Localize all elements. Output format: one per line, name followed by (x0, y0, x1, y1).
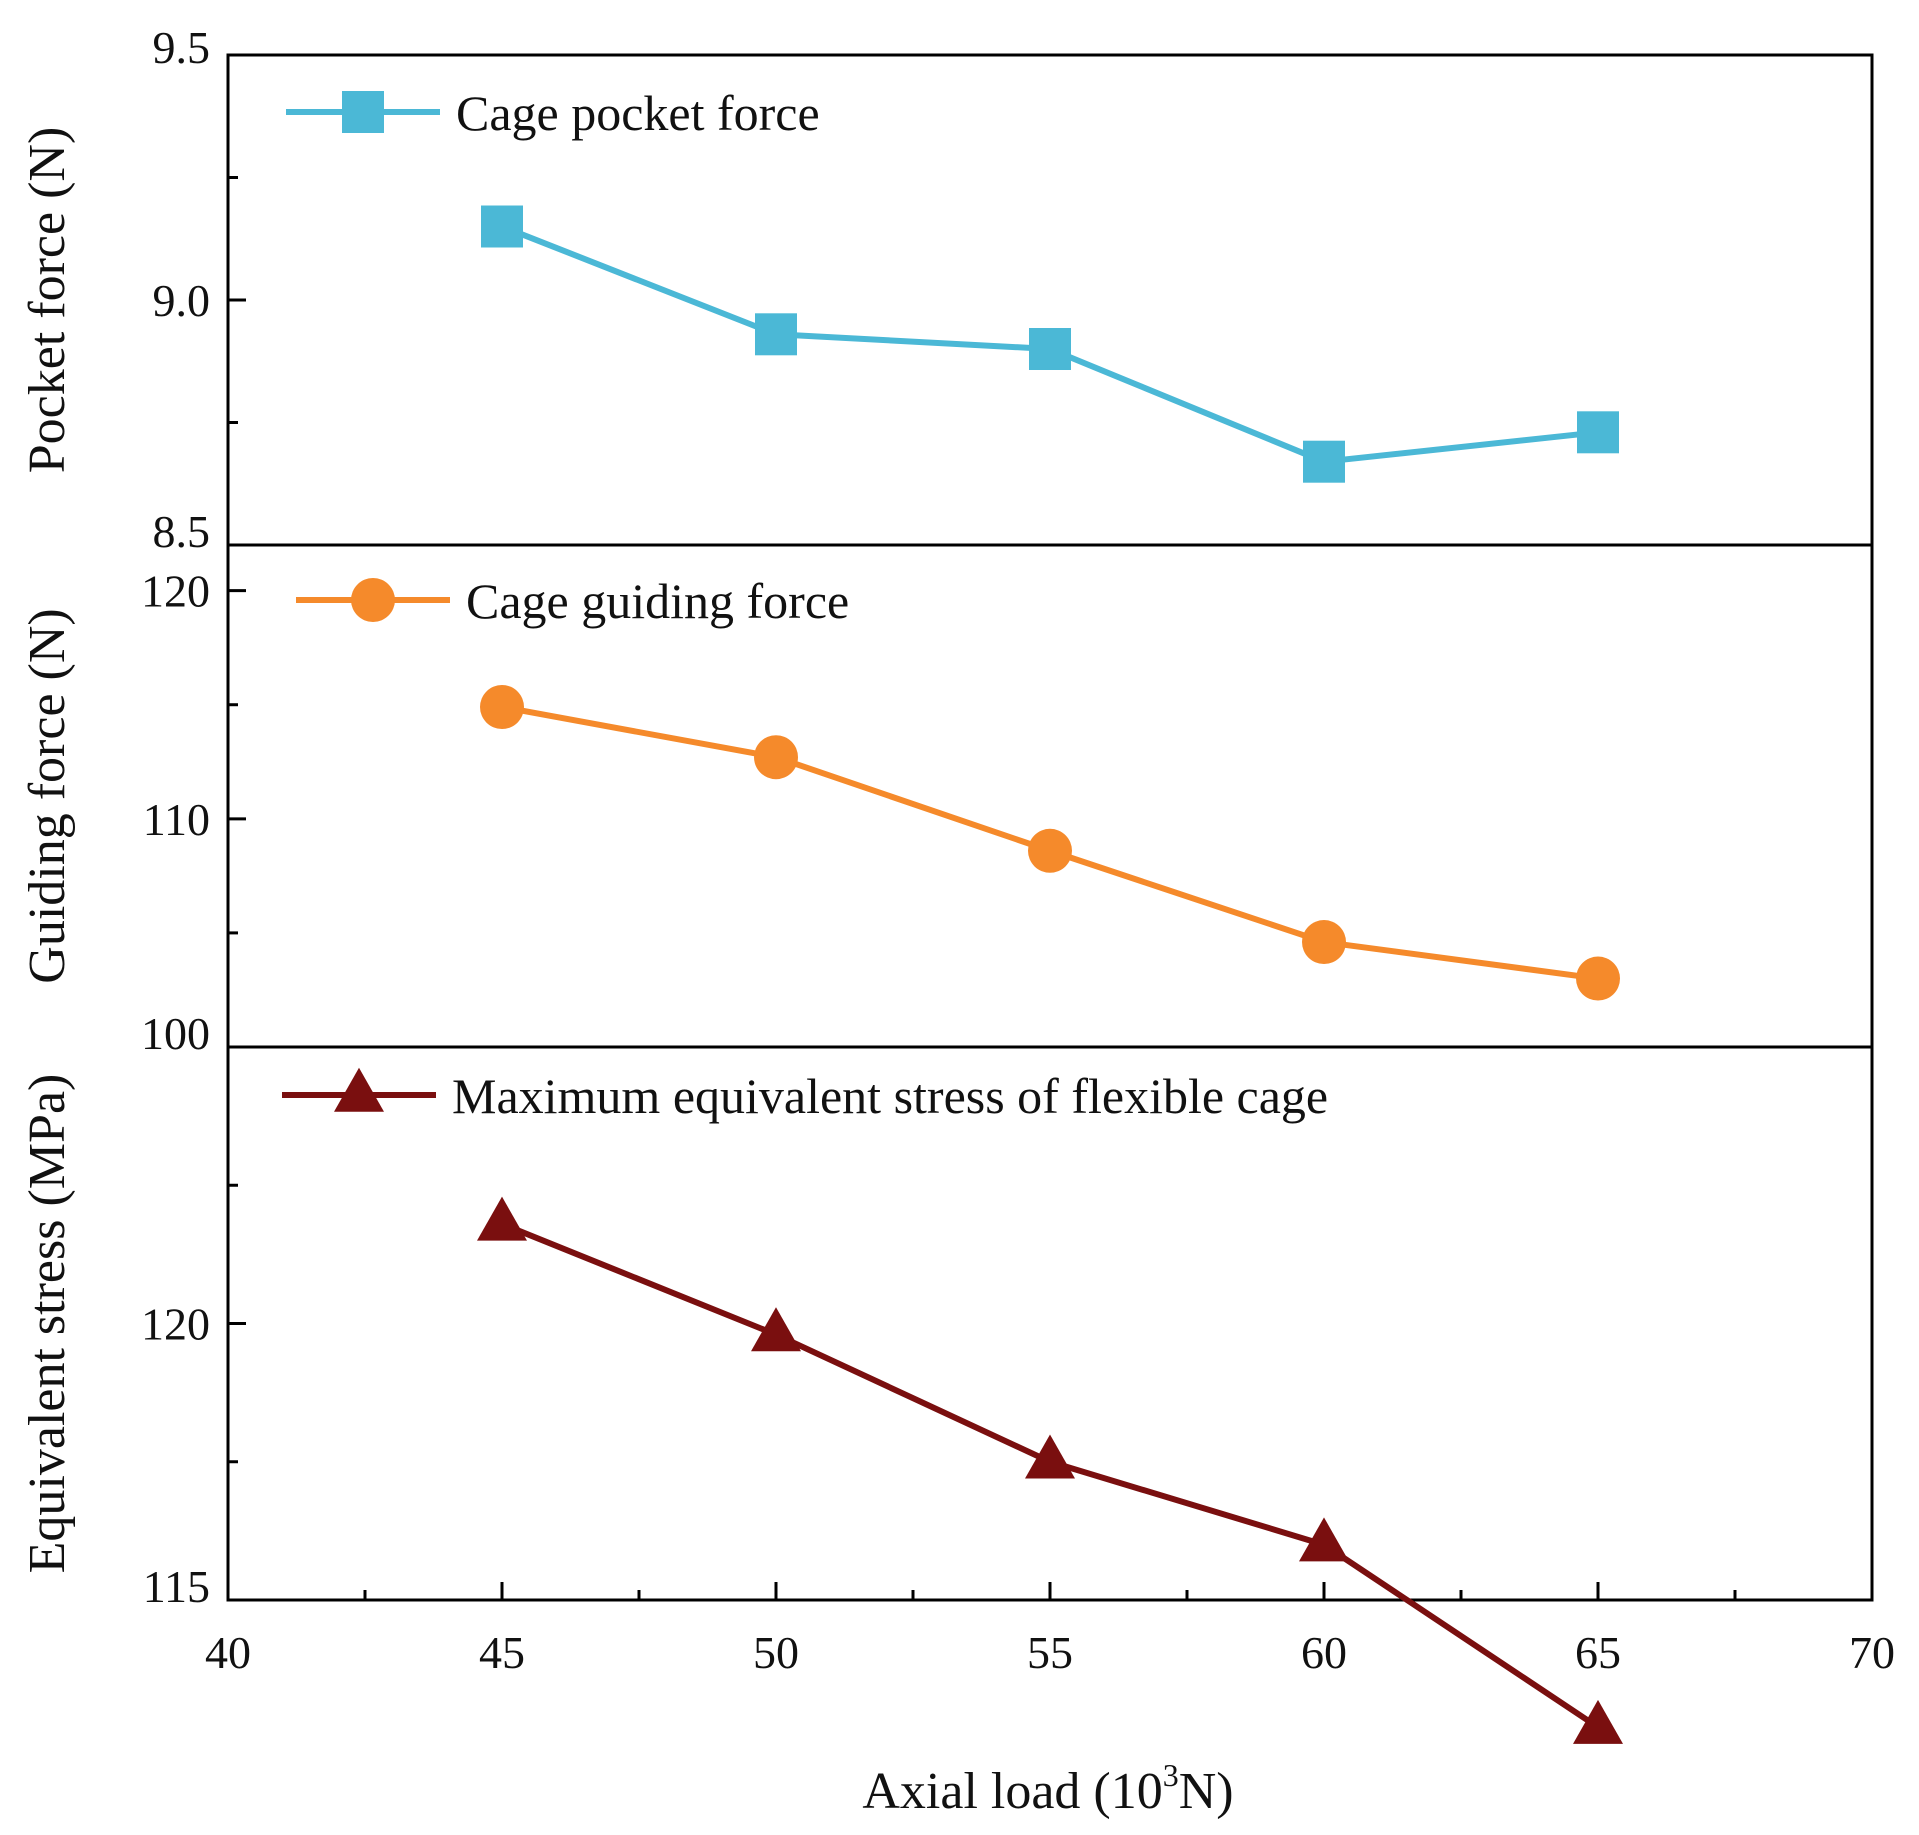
data-point (1573, 1699, 1623, 1744)
x-tick-label: 45 (479, 1627, 525, 1678)
data-point (1576, 956, 1620, 1001)
data-point (755, 313, 797, 356)
data-point (1303, 440, 1345, 483)
x-axis-title: Axial load (103N) (862, 1757, 1233, 1820)
y-tick-label: 8.5 (153, 506, 211, 557)
x-axis: 40 45 50 55 60 65 70 (205, 1582, 1895, 1678)
panel-pocket: 8.5 9.0 9.5 Pocket force (N) Cage pocket for… (19, 22, 1874, 557)
y-tick-label: 120 (141, 566, 210, 617)
x-tick-label: 65 (1575, 1627, 1621, 1678)
data-point (480, 685, 524, 730)
y-tick-label: 120 (141, 1299, 210, 1350)
data-point (1029, 328, 1071, 370)
data-point (751, 1307, 801, 1352)
legend-label: Maximum equivalent stress of flexible ca… (452, 1068, 1328, 1124)
y-tick-label: 9.0 (153, 275, 211, 326)
legend-label: Cage pocket force (456, 85, 820, 141)
data-point (1577, 411, 1619, 454)
data-point (1299, 1517, 1349, 1562)
y-tick-label: 9.5 (153, 22, 211, 73)
x-tick-label: 55 (1027, 1627, 1073, 1678)
x-tick-label: 40 (205, 1627, 251, 1678)
y-axis-title: Equivalent stress (MPa) (19, 1074, 76, 1574)
y-tick-label: 115 (143, 1561, 210, 1612)
legend-marker (342, 91, 384, 133)
y-axis-title: Pocket force (N) (19, 127, 76, 474)
y-axis-title: Guiding force (N) (19, 608, 76, 983)
x-tick-label: 50 (753, 1627, 799, 1678)
data-point (477, 1196, 527, 1241)
data-point (481, 205, 523, 248)
x-tick-label: 60 (1301, 1627, 1347, 1678)
data-point (1028, 828, 1072, 873)
y-tick-label: 100 (141, 1008, 210, 1059)
legend-label: Cage guiding force (466, 573, 849, 629)
data-point (754, 735, 798, 780)
panel-stress: 115 120 Equivalent stress (MPa) Maximum equ… (19, 1045, 1874, 1744)
panel-guiding: 100 110 120 Guiding force (N) Cage guiding f… (19, 543, 1874, 1059)
data-point (1302, 920, 1346, 965)
x-tick-label: 70 (1849, 1627, 1895, 1678)
data-point (1025, 1434, 1075, 1479)
panel-frame (226, 1045, 1874, 1602)
legend-marker (334, 1067, 384, 1112)
y-tick-label: 110 (143, 794, 210, 845)
legend-marker (351, 578, 395, 622)
